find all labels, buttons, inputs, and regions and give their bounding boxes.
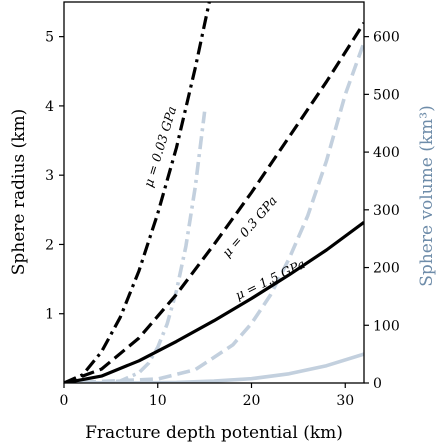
y-left-tick-label: 5 [45,30,54,46]
y-right-axis-label: Sphere volume (km³) [417,105,437,286]
y-right-tick-label: 500 [373,87,400,103]
x-tick-label: 10 [149,393,167,409]
y-right-tick-label: 600 [373,30,400,46]
y-right-tick-label: 100 [373,318,400,334]
y-left-tick-label: 1 [45,307,54,323]
ticks-layer: 0 10 20 30 1 2 3 4 5 0 100 200 300 400 500 600 [45,30,400,409]
radius-line-5 [64,221,364,383]
y-left-tick-label: 2 [45,237,54,253]
y-left-tick-label: 4 [45,99,54,115]
plot-frame [63,1,365,384]
volume-line-0 [64,111,207,383]
y-right-tick-label: 200 [373,261,400,277]
volume-line-1 [64,41,364,383]
radius-line-4 [64,21,364,383]
y-left-tick-label: 3 [45,168,54,184]
y-right-tick-label: 0 [373,376,382,392]
radius-line-3 [64,2,211,383]
y-right-tick-label: 400 [373,145,400,161]
x-tick-label: 20 [243,393,261,409]
x-tick-label: 0 [60,393,69,409]
curve-label-0-03: μ = 0.03 GPa [141,105,180,189]
y-left-axis-label: Sphere radius (km) [9,109,29,275]
series-layer [64,2,364,383]
y-right-tick-label: 300 [373,203,400,219]
x-tick-label: 30 [336,393,354,409]
x-axis-label: Fracture depth potential (km) [85,423,343,443]
